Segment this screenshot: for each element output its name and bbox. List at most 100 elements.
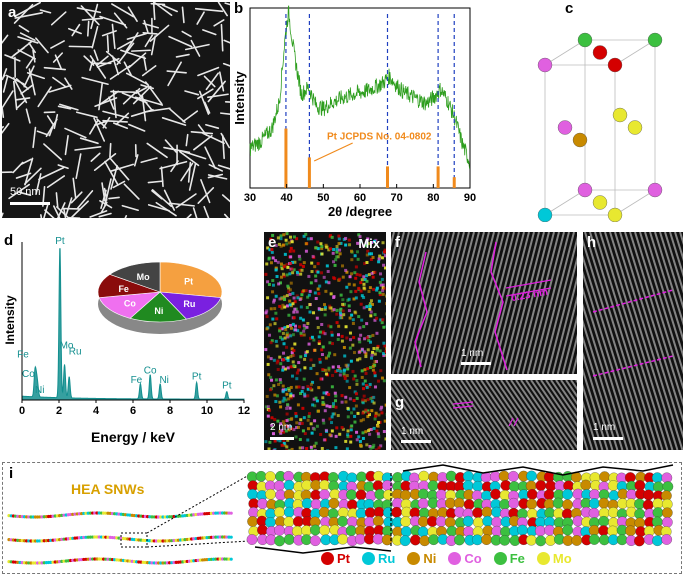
mapping-pixel: [267, 258, 270, 261]
mapping-pixel: [308, 303, 311, 306]
mapping-pixel: [373, 371, 376, 374]
mapping-pixel: [267, 373, 270, 376]
mapping-pixel: [266, 395, 269, 398]
mapping-pixel: [289, 250, 292, 253]
plot-frame: [250, 8, 470, 188]
mapping-pixel: [369, 314, 372, 317]
mapping-pixel: [344, 377, 347, 380]
mapping-pixel: [279, 378, 282, 381]
mapping-pixel: [369, 447, 372, 450]
hrtem-image-h: [583, 232, 683, 450]
mapping-pixel: [304, 354, 307, 357]
mapping-pixel: [361, 398, 364, 401]
mapping-pixel: [335, 435, 338, 438]
mapping-pixel: [296, 371, 299, 374]
mapping-pixel: [289, 255, 292, 258]
lattice-fringe: [426, 380, 474, 450]
mapping-pixel: [375, 412, 378, 415]
mapping-pixel: [365, 261, 368, 264]
mapping-pixel: [362, 437, 365, 440]
nanowire: [108, 36, 109, 52]
mapping-pixel: [332, 252, 335, 255]
mapping-pixel: [348, 243, 351, 246]
mapping-pixel: [312, 311, 315, 314]
atom-sphere: [293, 516, 303, 526]
mapping-pixel: [317, 326, 320, 329]
mapping-pixel: [381, 377, 384, 380]
atom-sphere: [661, 534, 671, 544]
mapping-pixel: [365, 322, 368, 325]
x-tick-label: 80: [427, 192, 439, 204]
mapping-pixel: [310, 383, 313, 386]
mapping-pixel: [356, 438, 359, 441]
panel-label-b: b: [234, 0, 243, 17]
mapping-pixel: [352, 318, 355, 321]
atom-sphere: [490, 489, 500, 499]
mapping-pixel: [289, 236, 292, 239]
mapping-pixel: [346, 374, 349, 377]
mapping-pixel: [352, 322, 355, 325]
atom-sphere: [608, 507, 618, 517]
panel-label-a: a: [8, 4, 16, 21]
atom-sphere: [499, 535, 509, 545]
mapping-pixel: [324, 290, 327, 293]
mapping-pixel: [277, 282, 280, 285]
mapping-pixel: [319, 433, 322, 436]
mapping-pixel: [289, 407, 292, 410]
mapping-pixel: [338, 433, 341, 436]
atom-sphere: [617, 535, 627, 545]
peak-label: Fe: [17, 350, 29, 361]
mapping-pixel: [358, 326, 361, 329]
mapping-pixel: [304, 432, 307, 435]
mapping-pixel: [275, 295, 278, 298]
atom-sphere: [652, 536, 662, 546]
peak-label: Pt: [55, 236, 65, 247]
atom-sphere: [400, 536, 410, 546]
mapping-pixel: [367, 398, 370, 401]
mapping-pixel: [341, 340, 344, 343]
mapping-pixel: [345, 364, 348, 367]
mapping-pixel: [350, 411, 353, 414]
mapping-pixel: [290, 417, 293, 420]
mapping-pixel: [317, 292, 320, 295]
legend-swatch: [362, 552, 375, 565]
atom-sphere: [436, 490, 446, 500]
mapping-pixel: [355, 296, 358, 299]
legend-item-co: Co: [448, 551, 481, 566]
lattice-fringe: [476, 380, 524, 450]
mapping-pixel: [286, 285, 289, 288]
lattice-atom: [538, 208, 552, 222]
atom-sphere: [319, 507, 329, 517]
atom-sphere: [653, 507, 663, 517]
mapping-pixel: [281, 444, 284, 447]
mapping-pixel: [321, 368, 324, 371]
mix-tag: Mix: [358, 236, 380, 251]
mapping-pixel: [378, 446, 381, 449]
mapping-pixel: [285, 407, 288, 410]
atom-sphere: [634, 536, 644, 546]
mapping-pixel: [367, 429, 370, 432]
mapping-pixel: [357, 315, 360, 318]
mapping-pixel: [326, 264, 329, 267]
mapping-pixel: [377, 260, 380, 263]
mapping-pixel: [383, 251, 386, 254]
mapping-pixel: [328, 352, 331, 355]
mapping-pixel: [362, 418, 365, 421]
mapping-pixel: [332, 402, 335, 405]
mapping-pixel: [376, 287, 379, 290]
mapping-pixel: [266, 327, 269, 330]
atom-sphere: [662, 508, 672, 518]
lattice-atom: [608, 208, 622, 222]
mapping-pixel: [282, 352, 285, 355]
mapping-pixel: [331, 236, 334, 239]
mapping-pixel: [378, 300, 381, 303]
mapping-pixel: [286, 304, 289, 307]
mapping-pixel: [293, 297, 296, 300]
mapping-pixel: [346, 447, 349, 450]
mapping-pixel: [286, 403, 289, 406]
mapping-pixel: [332, 412, 335, 415]
mapping-pixel: [292, 360, 295, 363]
mapping-pixel: [384, 266, 386, 269]
x-tick-label: 10: [201, 405, 213, 417]
mapping-pixel: [297, 403, 300, 406]
